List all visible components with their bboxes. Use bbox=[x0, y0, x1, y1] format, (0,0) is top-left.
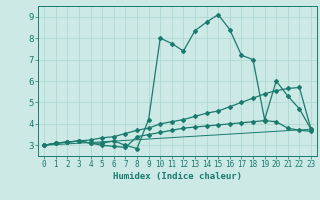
X-axis label: Humidex (Indice chaleur): Humidex (Indice chaleur) bbox=[113, 172, 242, 181]
